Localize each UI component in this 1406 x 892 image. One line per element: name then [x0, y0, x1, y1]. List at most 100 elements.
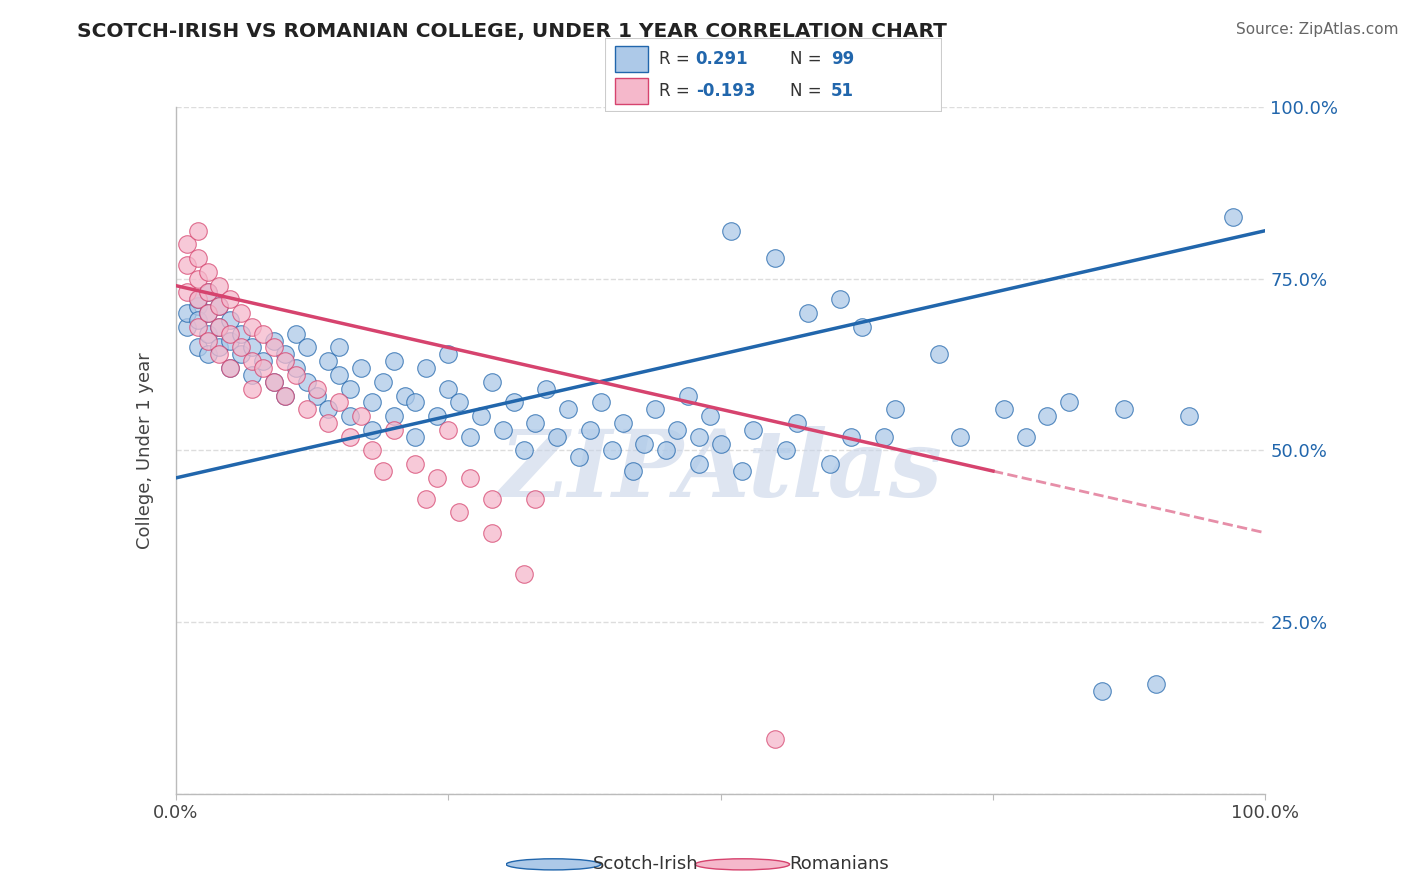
- Point: [339, 430, 361, 444]
- Point: [720, 224, 742, 238]
- Point: [884, 402, 907, 417]
- Point: [481, 491, 503, 506]
- Point: [437, 382, 460, 396]
- Point: [655, 443, 678, 458]
- Text: Romanians: Romanians: [790, 855, 890, 873]
- Point: [307, 388, 329, 402]
- Point: [252, 326, 274, 341]
- Point: [176, 319, 198, 334]
- Point: [1057, 395, 1080, 409]
- FancyBboxPatch shape: [614, 78, 648, 104]
- Point: [274, 347, 297, 361]
- Point: [786, 416, 808, 430]
- Point: [350, 409, 373, 423]
- Point: [240, 382, 263, 396]
- Circle shape: [506, 859, 600, 870]
- Point: [186, 271, 209, 285]
- Point: [534, 382, 557, 396]
- Point: [240, 340, 263, 354]
- Point: [1091, 683, 1114, 698]
- Point: [458, 430, 481, 444]
- Point: [284, 368, 307, 382]
- Point: [371, 375, 394, 389]
- Point: [240, 368, 263, 382]
- Point: [263, 334, 285, 348]
- Point: [928, 347, 950, 361]
- Point: [600, 443, 623, 458]
- Point: [949, 430, 972, 444]
- Point: [589, 395, 612, 409]
- Text: ZIPAtlas: ZIPAtlas: [499, 426, 942, 516]
- Point: [219, 326, 242, 341]
- Text: R =: R =: [658, 82, 695, 100]
- Text: -0.193: -0.193: [696, 82, 755, 100]
- Point: [775, 443, 797, 458]
- Point: [186, 340, 209, 354]
- Point: [318, 402, 340, 417]
- Point: [481, 525, 503, 540]
- Point: [763, 731, 786, 746]
- Point: [405, 395, 427, 409]
- Point: [339, 382, 361, 396]
- Text: SCOTCH-IRISH VS ROMANIAN COLLEGE, UNDER 1 YEAR CORRELATION CHART: SCOTCH-IRISH VS ROMANIAN COLLEGE, UNDER …: [77, 22, 948, 41]
- Point: [579, 423, 602, 437]
- FancyBboxPatch shape: [614, 45, 648, 72]
- Point: [219, 334, 242, 348]
- Point: [688, 457, 710, 471]
- Point: [263, 375, 285, 389]
- Point: [197, 326, 219, 341]
- Point: [208, 319, 231, 334]
- Point: [1015, 430, 1038, 444]
- Point: [295, 340, 318, 354]
- Point: [360, 423, 382, 437]
- Point: [742, 423, 765, 437]
- Point: [437, 423, 460, 437]
- Point: [993, 402, 1015, 417]
- Point: [666, 423, 689, 437]
- Point: [458, 471, 481, 485]
- Point: [502, 395, 524, 409]
- Point: [219, 313, 242, 327]
- Point: [186, 319, 209, 334]
- Text: N =: N =: [790, 50, 827, 68]
- Point: [633, 436, 655, 450]
- Text: N =: N =: [790, 82, 827, 100]
- Point: [252, 354, 274, 368]
- Point: [731, 464, 754, 478]
- Point: [415, 491, 437, 506]
- Point: [513, 443, 536, 458]
- Point: [176, 237, 198, 252]
- Point: [197, 347, 219, 361]
- Point: [524, 491, 547, 506]
- Point: [263, 375, 285, 389]
- Point: [328, 340, 350, 354]
- Point: [208, 299, 231, 313]
- Point: [873, 430, 896, 444]
- Point: [186, 293, 209, 307]
- Point: [197, 285, 219, 300]
- Point: [263, 340, 285, 354]
- FancyBboxPatch shape: [605, 38, 942, 112]
- Point: [1178, 409, 1201, 423]
- Point: [284, 326, 307, 341]
- Point: [394, 388, 416, 402]
- Point: [557, 402, 579, 417]
- Circle shape: [695, 859, 790, 870]
- Point: [231, 326, 253, 341]
- Point: [231, 347, 253, 361]
- Point: [382, 423, 405, 437]
- Point: [426, 409, 449, 423]
- Point: [318, 416, 340, 430]
- Point: [284, 361, 307, 376]
- Point: [382, 409, 405, 423]
- Point: [415, 361, 437, 376]
- Point: [252, 361, 274, 376]
- Point: [208, 278, 231, 293]
- Point: [1112, 402, 1135, 417]
- Point: [219, 293, 242, 307]
- Point: [328, 368, 350, 382]
- Point: [818, 457, 841, 471]
- Point: [186, 224, 209, 238]
- Point: [176, 306, 198, 320]
- Point: [208, 299, 231, 313]
